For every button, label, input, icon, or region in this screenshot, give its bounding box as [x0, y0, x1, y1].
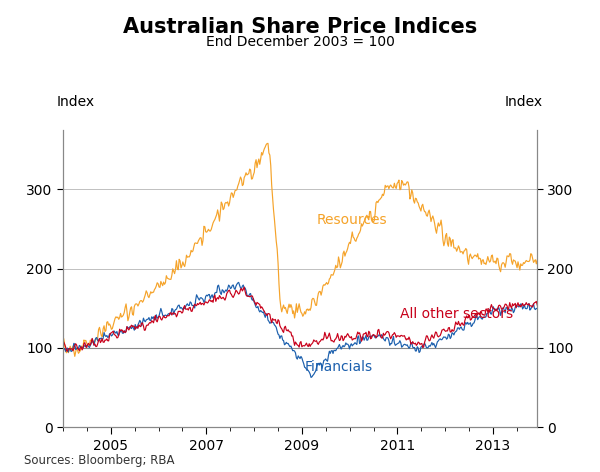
Text: End December 2003 = 100: End December 2003 = 100: [206, 35, 394, 50]
Text: Financials: Financials: [304, 360, 373, 374]
Text: All other sectors: All other sectors: [400, 307, 513, 321]
Text: Sources: Bloomberg; RBA: Sources: Bloomberg; RBA: [24, 454, 175, 467]
Text: Index: Index: [57, 94, 95, 109]
Text: Australian Share Price Indices: Australian Share Price Indices: [123, 17, 477, 36]
Text: Index: Index: [505, 94, 543, 109]
Text: Resources: Resources: [316, 213, 387, 227]
